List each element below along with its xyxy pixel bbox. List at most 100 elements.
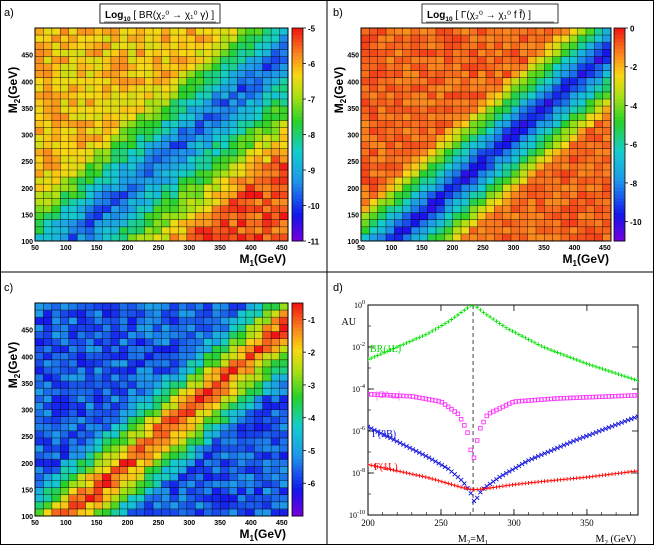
heatmap-cell (254, 91, 264, 100)
heatmap-cell (153, 303, 162, 311)
heatmap-cell (561, 191, 570, 199)
heatmap-cell (85, 381, 95, 389)
colorbar-segment (292, 437, 303, 442)
colorbar-segment (292, 138, 303, 143)
heatmap-cell (254, 381, 264, 389)
heatmap-cell (94, 162, 103, 171)
heatmap-cell (144, 56, 154, 64)
heatmap-cell (254, 359, 264, 368)
heatmap-cell (411, 233, 420, 241)
heatmap-cell (186, 452, 196, 460)
heatmap-cell (279, 35, 288, 43)
heatmap-cell (203, 91, 213, 100)
heatmap-cell (102, 162, 112, 171)
heatmap-cell (419, 63, 429, 71)
heatmap-cell (262, 423, 272, 432)
data-point (439, 462, 445, 468)
heatmap-cell (527, 120, 537, 128)
heatmap-cell (169, 409, 179, 417)
heatmap-cell (279, 388, 288, 396)
heatmap-cell (486, 155, 495, 164)
heatmap-cell (461, 84, 470, 93)
heatmap-cell (452, 233, 462, 241)
heatmap-cell (502, 56, 512, 64)
heatmap-cell (220, 77, 230, 86)
colorbar-segment (292, 459, 303, 464)
colorbar-segment (292, 480, 303, 485)
heatmap-cell (594, 77, 604, 86)
heatmap-cell (119, 338, 129, 346)
heatmap-cell (68, 70, 78, 79)
heatmap-cell (161, 381, 171, 389)
heatmap-cell (220, 303, 230, 311)
heatmap-cell (85, 395, 95, 403)
heatmap-cell (394, 42, 404, 50)
heatmap-cell (153, 423, 162, 432)
heatmap-cell (427, 113, 437, 121)
heatmap-cell (119, 148, 129, 157)
heatmap-cell (602, 49, 611, 57)
heatmap-cell (279, 226, 288, 235)
heatmap-cell (369, 99, 379, 107)
heatmap-cell (169, 423, 179, 432)
heatmap-cell (477, 28, 487, 36)
data-point (625, 417, 631, 423)
heatmap-cell (35, 338, 44, 346)
heatmap-cell (153, 63, 162, 71)
series-label: |O²ₙₑᵤ| (376, 390, 400, 401)
heatmap-cell (527, 106, 537, 114)
heatmap-cell (369, 56, 379, 64)
heatmap-cell (110, 106, 120, 114)
heatmap-cell (102, 310, 112, 318)
heatmap-cell (444, 28, 454, 36)
heatmap-cell (220, 120, 230, 128)
heatmap-cell (85, 317, 95, 325)
heatmap-cell (161, 331, 171, 339)
heatmap-cell (35, 409, 44, 417)
heatmap-cell (262, 141, 272, 150)
heatmap-cell (586, 63, 595, 71)
heatmap-cell (262, 452, 272, 460)
heatmap-cell (119, 494, 129, 503)
heatmap-cell (254, 212, 264, 221)
heatmap-cell (212, 28, 221, 36)
heatmap-cell (486, 170, 495, 178)
heatmap-cell (469, 198, 479, 206)
data-point (539, 344, 544, 349)
heatmap-cell (271, 508, 280, 516)
heatmap-cell (544, 77, 554, 86)
heatmap-cell (51, 155, 61, 164)
heatmap-cell (237, 226, 247, 235)
heatmap-cell (502, 134, 512, 142)
heatmap-cell (469, 212, 479, 221)
data-point (375, 353, 380, 358)
heatmap-cell (527, 155, 537, 164)
heatmap-cell (245, 395, 255, 403)
heatmap-cell (461, 127, 470, 135)
heatmap-cell (519, 127, 529, 135)
data-point (413, 448, 419, 454)
heatmap-cell (161, 352, 171, 361)
heatmap-cell (594, 106, 604, 114)
data-point (488, 314, 493, 319)
heatmap-cell (486, 141, 495, 150)
heatmap-cell (127, 388, 137, 396)
heatmap-cell (127, 177, 137, 185)
y-tick-label: 400 (347, 79, 359, 86)
data-point (600, 427, 605, 433)
heatmap-cell (94, 423, 103, 432)
heatmap-cell (127, 77, 137, 86)
heatmap-cell (477, 63, 487, 71)
heatmap-cell (178, 162, 188, 171)
heatmap-cell (94, 127, 103, 135)
heatmap-cell (377, 84, 387, 93)
heatmap-cell (469, 113, 479, 121)
heatmap-cell (161, 466, 171, 474)
heatmap-cell (85, 35, 95, 43)
heatmap-cell (136, 127, 146, 135)
heatmap-cell (220, 374, 230, 382)
heatmap-cell (254, 310, 264, 318)
data-point (635, 414, 638, 419)
heatmap-cell (544, 42, 554, 50)
heatmap-cell (262, 212, 272, 221)
